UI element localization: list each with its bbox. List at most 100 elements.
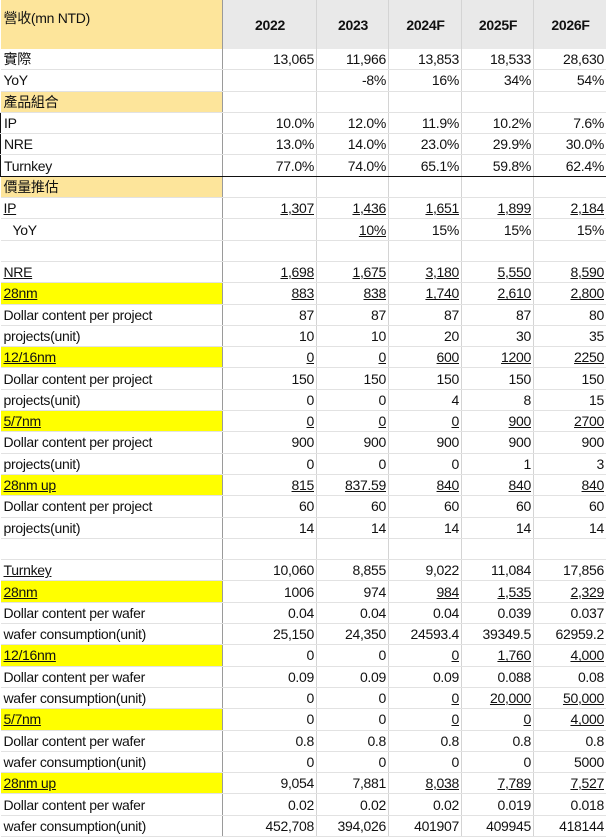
value-cell[interactable]: 840 xyxy=(461,474,534,497)
value-cell[interactable]: 7.6% xyxy=(533,111,606,135)
value-cell[interactable]: 8,855 xyxy=(316,559,389,582)
value-cell[interactable]: 39349.5 xyxy=(461,623,534,646)
value-cell[interactable]: 65.1% xyxy=(388,154,462,177)
value-cell[interactable]: 0 xyxy=(222,751,317,774)
value-cell[interactable]: 0 xyxy=(222,346,317,369)
row-label-cell[interactable]: Dollar content per wafer xyxy=(0,793,223,816)
value-cell[interactable] xyxy=(316,240,389,262)
value-cell[interactable]: 974 xyxy=(316,580,389,603)
row-label-cell[interactable] xyxy=(0,240,223,262)
value-cell[interactable]: 3 xyxy=(533,453,606,475)
value-cell[interactable]: 60 xyxy=(461,495,534,518)
value-cell[interactable]: 4 xyxy=(388,389,462,412)
value-cell[interactable]: 0 xyxy=(461,751,534,774)
value-cell[interactable]: 2,329 xyxy=(533,580,606,603)
value-cell[interactable]: 452,708 xyxy=(222,815,317,837)
value-cell[interactable]: 12.0% xyxy=(316,111,389,135)
value-cell[interactable]: 2700 xyxy=(533,410,606,433)
value-cell[interactable]: 0.09 xyxy=(222,666,317,688)
value-cell[interactable]: 4,000 xyxy=(533,708,606,731)
value-cell[interactable]: 13,853 xyxy=(388,49,462,71)
value-cell[interactable]: 900 xyxy=(461,431,534,454)
value-cell[interactable]: 23.0% xyxy=(388,133,462,156)
value-cell[interactable]: 24593.4 xyxy=(388,623,462,646)
value-cell[interactable] xyxy=(461,240,534,262)
value-cell[interactable]: 1200 xyxy=(461,346,534,369)
row-label-cell[interactable]: NRE xyxy=(0,261,223,284)
value-cell[interactable]: 900 xyxy=(316,431,389,454)
row-label-cell[interactable]: Dollar content per project xyxy=(0,304,223,326)
value-cell[interactable]: 9,022 xyxy=(388,559,462,582)
value-cell[interactable]: 815 xyxy=(222,474,317,497)
value-cell[interactable]: 9,054 xyxy=(222,772,317,795)
year-header-cell[interactable]: 2024F xyxy=(388,0,462,49)
value-cell[interactable]: 7,789 xyxy=(461,772,534,795)
row-label-cell[interactable]: Dollar content per project xyxy=(0,431,223,454)
value-cell[interactable]: -8% xyxy=(316,69,389,92)
value-cell[interactable]: 11.9% xyxy=(388,111,462,135)
value-cell[interactable] xyxy=(533,538,606,561)
value-cell[interactable]: 1006 xyxy=(222,580,317,603)
value-cell[interactable]: 2,610 xyxy=(461,282,534,305)
value-cell[interactable] xyxy=(388,538,462,561)
row-label-cell[interactable]: 12/16nm xyxy=(0,644,223,667)
value-cell[interactable]: 409945 xyxy=(461,815,534,837)
value-cell[interactable]: 14 xyxy=(222,517,317,539)
value-cell[interactable]: 60 xyxy=(316,495,389,518)
value-cell[interactable]: 0 xyxy=(316,751,389,774)
value-cell[interactable]: 150 xyxy=(316,367,389,390)
value-cell[interactable]: 4,000 xyxy=(533,644,606,667)
value-cell[interactable] xyxy=(388,240,462,262)
value-cell[interactable]: 0 xyxy=(461,708,534,731)
value-cell[interactable] xyxy=(222,538,317,561)
value-cell[interactable]: 0 xyxy=(388,644,462,667)
value-cell[interactable]: 1,651 xyxy=(388,197,462,220)
value-cell[interactable]: 1,535 xyxy=(461,580,534,603)
value-cell[interactable] xyxy=(388,176,462,199)
value-cell[interactable]: 87 xyxy=(388,304,462,326)
row-label-cell[interactable]: 28nm xyxy=(0,282,223,305)
value-cell[interactable]: 0 xyxy=(388,708,462,731)
value-cell[interactable]: 984 xyxy=(388,580,462,603)
value-cell[interactable]: 5,550 xyxy=(461,261,534,284)
value-cell[interactable]: 60 xyxy=(388,495,462,518)
value-cell[interactable] xyxy=(222,91,317,113)
value-cell[interactable]: 30 xyxy=(461,325,534,348)
value-cell[interactable] xyxy=(316,538,389,561)
value-cell[interactable]: 87 xyxy=(316,304,389,326)
value-cell[interactable]: 35 xyxy=(533,325,606,348)
value-cell[interactable]: 0 xyxy=(316,410,389,433)
value-cell[interactable]: 29.9% xyxy=(461,133,534,156)
value-cell[interactable]: 13,065 xyxy=(222,49,317,71)
value-cell[interactable]: 840 xyxy=(388,474,462,497)
value-cell[interactable]: 10 xyxy=(222,325,317,348)
value-cell[interactable]: 14 xyxy=(388,517,462,539)
value-cell[interactable]: 7,527 xyxy=(533,772,606,795)
value-cell[interactable]: 0.04 xyxy=(316,602,389,625)
value-cell[interactable]: 0.02 xyxy=(388,793,462,816)
value-cell[interactable]: 1,675 xyxy=(316,261,389,284)
value-cell[interactable]: 0.8 xyxy=(316,730,389,752)
row-label-cell[interactable]: 產品組合 xyxy=(0,91,223,113)
value-cell[interactable] xyxy=(461,538,534,561)
value-cell[interactable]: 16% xyxy=(388,69,462,92)
row-label-cell[interactable] xyxy=(0,538,223,561)
value-cell[interactable]: 0 xyxy=(316,453,389,475)
row-label-cell[interactable]: IP xyxy=(0,197,223,220)
row-label-cell[interactable]: NRE xyxy=(0,133,223,156)
value-cell[interactable]: 0 xyxy=(222,644,317,667)
value-cell[interactable]: 14 xyxy=(461,517,534,539)
value-cell[interactable]: 28,630 xyxy=(533,49,606,71)
value-cell[interactable]: 11,084 xyxy=(461,559,534,582)
value-cell[interactable]: 17,856 xyxy=(533,559,606,582)
value-cell[interactable]: 1,307 xyxy=(222,197,317,220)
value-cell[interactable]: 401907 xyxy=(388,815,462,837)
value-cell[interactable]: 2,184 xyxy=(533,197,606,220)
value-cell[interactable]: 87 xyxy=(222,304,317,326)
row-label-cell[interactable]: Dollar content per wafer xyxy=(0,730,223,752)
value-cell[interactable]: 8,590 xyxy=(533,261,606,284)
value-cell[interactable] xyxy=(222,176,317,199)
value-cell[interactable]: 0 xyxy=(316,708,389,731)
value-cell[interactable]: 77.0% xyxy=(222,154,317,177)
value-cell[interactable]: 150 xyxy=(533,367,606,390)
